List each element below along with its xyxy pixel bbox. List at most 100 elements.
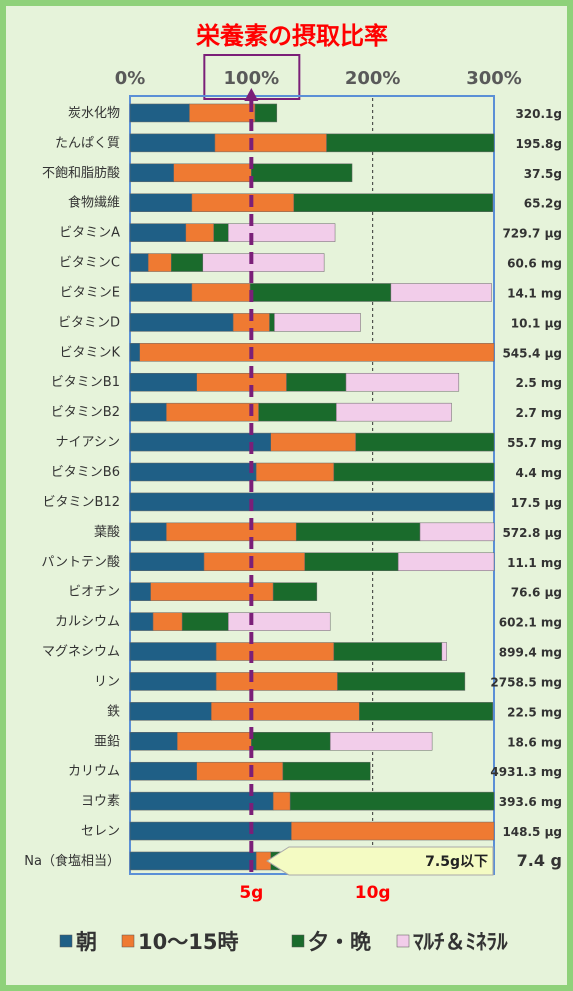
bar-segment xyxy=(129,672,217,691)
total-label: 195.8g xyxy=(515,137,562,151)
secondary-label: 10g xyxy=(355,883,391,903)
bar-segment xyxy=(129,582,151,601)
legend-swatch xyxy=(291,934,305,948)
bar-segment xyxy=(336,402,452,422)
total-label: 37.5g xyxy=(524,167,562,181)
bar-segment xyxy=(129,851,257,871)
bar-segment xyxy=(254,103,278,123)
bar-segment xyxy=(147,253,172,272)
chart-title: 栄養素の摂取比率 xyxy=(195,22,388,50)
target-line xyxy=(244,88,259,875)
bar-segment xyxy=(270,432,356,452)
bar-segment xyxy=(129,702,212,721)
bar-segment xyxy=(211,702,360,721)
secondary-axis-labels: 5g 10g xyxy=(239,883,390,903)
bar-segment xyxy=(304,552,399,572)
category-label: 食物繊維 xyxy=(68,195,120,211)
bar-segment xyxy=(150,582,274,601)
bar-segment xyxy=(191,283,251,302)
bar-segment xyxy=(185,223,214,242)
bar-segment xyxy=(129,492,495,512)
bar-segment xyxy=(397,552,495,572)
bar-segment xyxy=(191,193,295,212)
category-label: カリウム xyxy=(68,764,120,779)
bar-segment xyxy=(329,732,433,751)
category-label: ビタミンK xyxy=(59,345,120,360)
bar-segment xyxy=(129,163,174,183)
total-label: 65.2g xyxy=(524,197,562,211)
category-label: マグネシウム xyxy=(42,645,120,660)
category-label: ビタミンB1 xyxy=(51,375,120,390)
bar-segment xyxy=(166,522,297,542)
bar-segment xyxy=(228,612,331,631)
bar-segment xyxy=(129,821,292,841)
total-label: 148.5 μg xyxy=(502,825,562,839)
bar-segment xyxy=(129,761,197,781)
category-label: ナイアシン xyxy=(56,435,120,450)
category-label: たんぱく質 xyxy=(55,136,120,151)
legend-label: 夕・晩 xyxy=(308,930,371,954)
category-label: ビタミンA xyxy=(59,226,120,241)
x-tick-label: 0% xyxy=(115,68,146,89)
bar-segment xyxy=(171,253,204,272)
bar-segment xyxy=(345,372,460,392)
total-label: 60.6 mg xyxy=(507,257,562,271)
bar-segment xyxy=(129,552,205,572)
category-label: Na（食塩相当） xyxy=(24,853,120,869)
bar-segment xyxy=(129,283,193,302)
bar-segment xyxy=(441,642,447,661)
bar-segment xyxy=(286,372,347,392)
total-label: 10.1 μg xyxy=(511,316,562,330)
bar-segment xyxy=(251,163,353,183)
bar-segment xyxy=(129,313,234,332)
category-label: ビタミンB2 xyxy=(51,405,120,420)
bar-segment xyxy=(293,193,494,212)
bar-segment xyxy=(177,732,252,751)
bar-segment xyxy=(129,462,257,482)
bar-segment xyxy=(215,672,338,691)
bar-segment xyxy=(203,552,305,572)
total-label: 2.5 mg xyxy=(515,376,562,390)
bar-segment xyxy=(129,642,217,661)
bar-segment xyxy=(359,702,494,721)
bar-segment xyxy=(291,821,495,841)
bar-segment xyxy=(228,223,336,242)
x-tick-label: 100% xyxy=(224,68,280,89)
bar-segment xyxy=(129,103,190,123)
category-label: カルシウム xyxy=(55,615,120,630)
bar-segment xyxy=(129,193,193,212)
bar-segment xyxy=(202,253,325,272)
bar-segment xyxy=(333,642,443,661)
bar-segment xyxy=(282,761,371,781)
bar-segment xyxy=(215,642,335,661)
total-label: 572.8 μg xyxy=(502,526,562,540)
plot-area-border xyxy=(129,95,495,875)
bar-segment xyxy=(129,732,178,751)
bar-segment xyxy=(390,283,492,302)
total-label: 899.4 mg xyxy=(499,646,562,660)
category-label: 不飽和脂肪酸 xyxy=(42,165,120,181)
category-label: ヨウ素 xyxy=(81,794,120,809)
total-label: 4.4 mg xyxy=(515,466,562,480)
bar-segment xyxy=(196,372,287,392)
bar-segment xyxy=(272,791,291,811)
legend-label: 朝 xyxy=(76,930,97,954)
bar-segment xyxy=(333,462,495,482)
legend-label: ﾏﾙﾁ＆ﾐﾈﾗﾙ xyxy=(413,930,508,954)
category-label: ビタミンB12 xyxy=(43,495,120,510)
bar-segment xyxy=(249,283,392,302)
category-label: ビオチン xyxy=(68,585,120,600)
category-label: 葉酸 xyxy=(94,525,120,540)
bar-segment xyxy=(129,612,154,631)
total-label: 14.1 mg xyxy=(507,286,562,300)
category-label: ビタミンB6 xyxy=(51,465,120,480)
na-annotation: 7.5g以下 xyxy=(266,846,494,876)
bar-segment xyxy=(272,582,318,601)
secondary-label: 5g xyxy=(239,883,263,903)
total-label: 7.4 g xyxy=(517,851,562,870)
category-label: ビタミンC xyxy=(59,256,120,271)
bar-segment xyxy=(129,133,216,153)
x-tick-label: 300% xyxy=(466,68,522,89)
